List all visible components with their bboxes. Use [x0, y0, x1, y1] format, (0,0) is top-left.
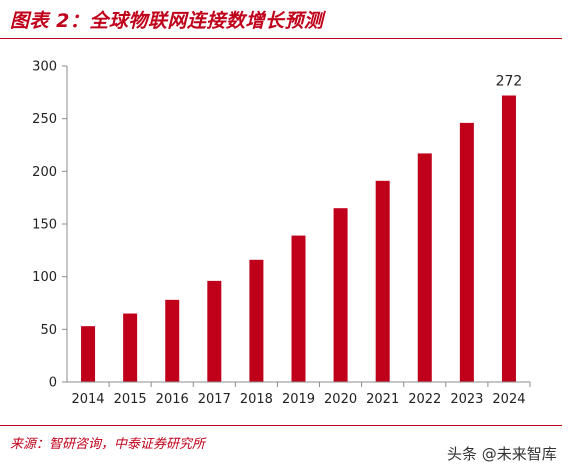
x-tick-label: 2015	[114, 392, 147, 407]
x-tick-label: 2020	[324, 392, 357, 407]
figure-header: 图表 2：全球物联网连接数增长预测	[0, 0, 570, 40]
y-tick-label: 200	[32, 165, 57, 180]
x-tick-label: 2017	[198, 392, 231, 407]
x-tick-label: 2018	[240, 392, 273, 407]
y-tick-label: 0	[49, 376, 57, 391]
bar-2015	[123, 313, 138, 382]
bar-2024	[501, 95, 516, 382]
x-tick-label: 2014	[71, 392, 104, 407]
bar-2017	[207, 280, 222, 382]
source-divider	[0, 425, 562, 426]
bar-2021	[375, 180, 390, 382]
y-axis: 0 50 100 150 200 250 300	[32, 60, 68, 391]
y-tick-label: 300	[32, 60, 57, 75]
bar-2018	[249, 259, 264, 382]
figure-title: 图表 2：全球物联网连接数增长预测	[10, 10, 324, 32]
bar-2016	[165, 299, 180, 382]
x-tick-label: 2023	[450, 392, 483, 407]
data-label: 272	[496, 73, 523, 89]
x-axis: 2014 2015 2016 2017 2018 2019 2020 2021 2022 2023…	[67, 381, 531, 407]
x-tick-label: 2016	[156, 392, 189, 407]
bar-2020	[333, 208, 348, 382]
bars: 272	[81, 73, 522, 382]
title-divider	[0, 38, 562, 39]
source-note: 来源：智研咨询，中泰证券研究所	[10, 437, 206, 452]
x-tick-label: 2019	[282, 392, 315, 407]
bar-2014	[81, 326, 96, 382]
bar-2019	[291, 235, 306, 382]
y-tick-label: 150	[32, 218, 57, 233]
x-tick-label: 2024	[492, 392, 525, 407]
x-tick-label: 2022	[408, 392, 441, 407]
y-tick-label: 250	[32, 112, 57, 127]
bar-2022	[417, 153, 432, 382]
y-tick-label: 100	[32, 270, 57, 285]
bar-2023	[459, 122, 474, 382]
y-tick-label: 50	[40, 323, 57, 338]
watermark: 头条 @未来智库	[447, 445, 557, 463]
x-tick-label: 2021	[366, 392, 399, 407]
